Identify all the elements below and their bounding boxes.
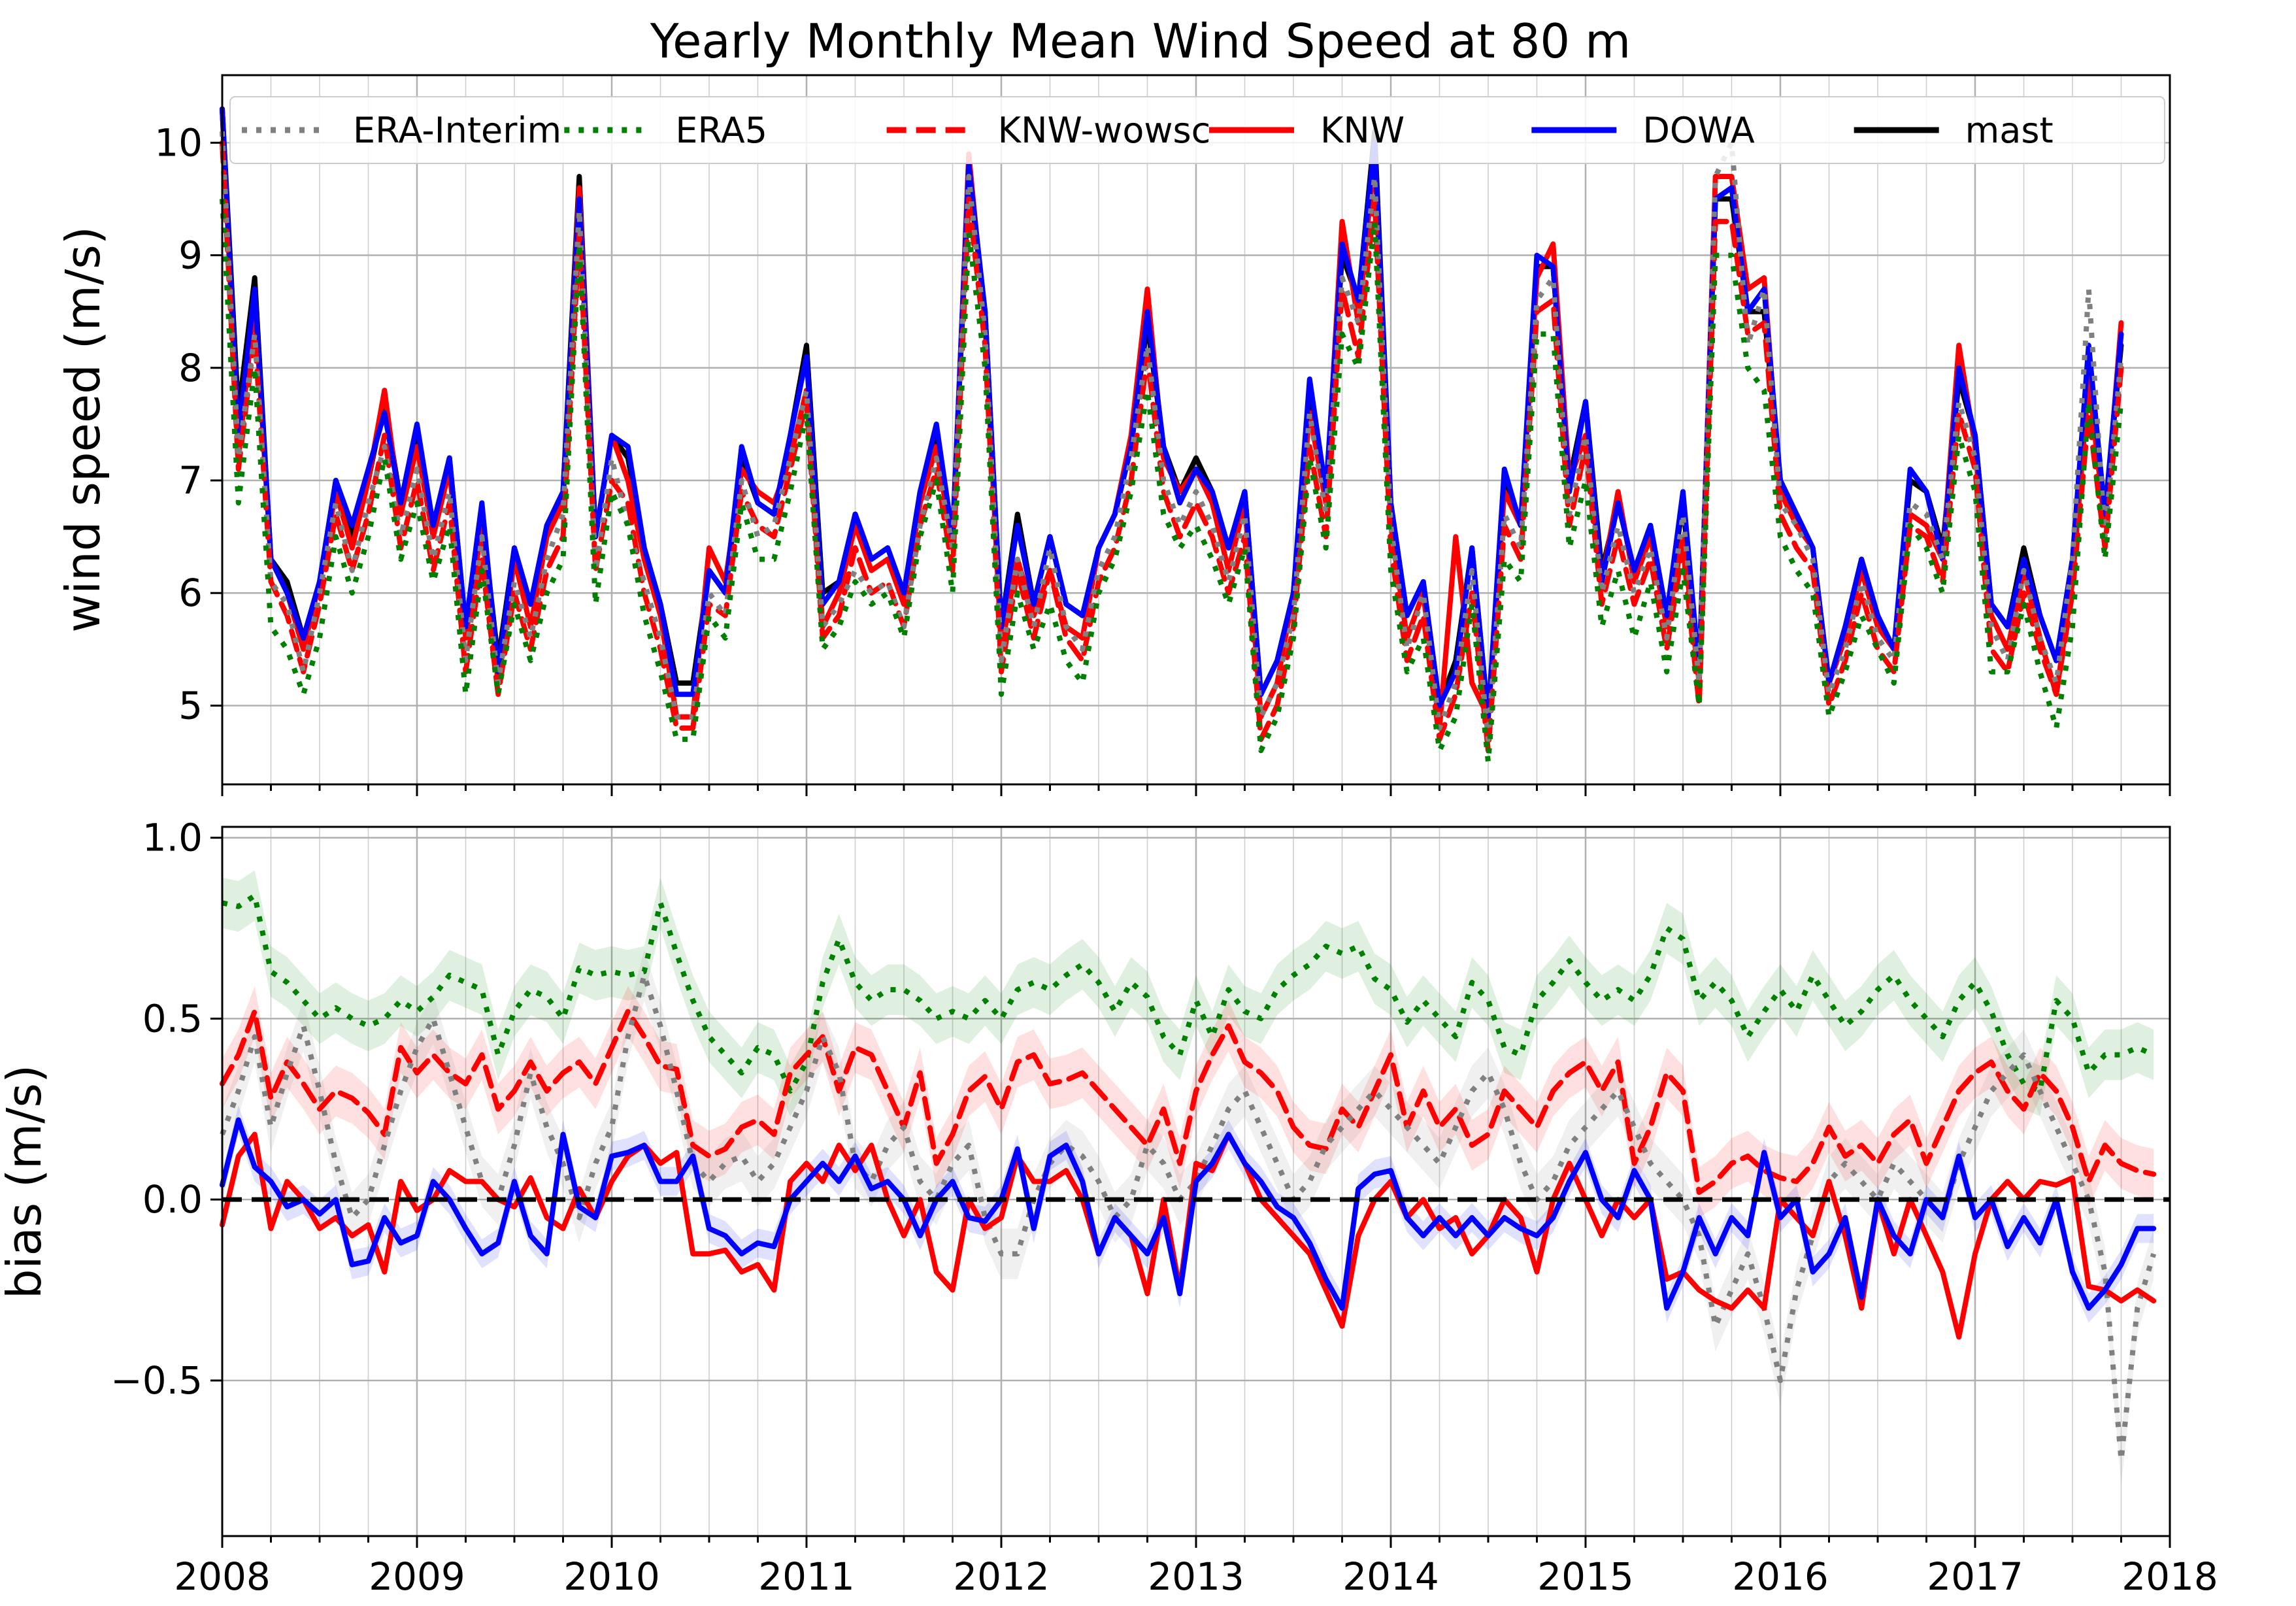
legend-label-mast: mast <box>1965 110 2054 151</box>
top-grid <box>221 75 2171 784</box>
y-tick-label: 6 <box>178 571 203 615</box>
bottom-panel: −0.5 0.0 0.5 1.0 2008 2009 2010 2011 2012 2013 201… <box>0 816 2218 1599</box>
legend-label-knw-wowsc: KNW-wowsc <box>998 110 1211 151</box>
y-tick-label: 7 <box>178 458 203 503</box>
legend: ERA-Interim ERA5 KNW-wowsc KNW DOWA mast <box>229 96 2165 164</box>
y-tick-label: 8 <box>178 346 203 390</box>
legend-label-knw: KNW <box>1320 110 1405 151</box>
x-tick-label: 2008 <box>174 1554 271 1599</box>
y-tick-label: −0.5 <box>110 1358 203 1403</box>
legend-box <box>229 96 2165 164</box>
y-tick-label: 9 <box>178 233 203 278</box>
legend-label-dowa: DOWA <box>1642 110 1755 151</box>
x-tick-label: 2012 <box>953 1554 1050 1599</box>
bottom-y-axis-label: bias (m/s) <box>0 1065 52 1299</box>
y-tick-label: 10 <box>154 120 203 165</box>
series-era-interim <box>220 131 2124 743</box>
x-tick-label: 2017 <box>1927 1554 2023 1599</box>
x-tick-label: 2018 <box>2121 1554 2218 1599</box>
x-tick-label: 2016 <box>1732 1554 1829 1599</box>
x-tick-label: 2013 <box>1148 1554 1244 1599</box>
y-tick-label: 0.0 <box>142 1177 203 1222</box>
top-series <box>220 106 2124 765</box>
bottom-series <box>220 893 2157 1463</box>
top-y-axis-label: wind speed (m/s) <box>56 226 110 633</box>
series-dowa <box>220 106 2124 720</box>
series-dowa <box>220 1117 2157 1311</box>
x-tick-label: 2010 <box>563 1554 660 1599</box>
bottom-ticks: −0.5 0.0 0.5 1.0 2008 2009 2010 2011 2012 2013 201… <box>110 816 2218 1599</box>
top-ticks: 5 6 7 8 9 10 <box>154 120 2171 796</box>
x-tick-label: 2009 <box>369 1554 465 1599</box>
y-tick-label: 5 <box>178 683 203 728</box>
x-tick-label: 2014 <box>1342 1554 1439 1599</box>
top-panel: 5 6 7 8 9 10 wind speed (m/s) ERA-Interim ERA5… <box>56 74 2171 796</box>
series-knw-wowsc <box>220 140 2124 754</box>
y-tick-label: 1.0 <box>142 816 203 860</box>
legend-label-era-interim: ERA-Interim <box>353 110 561 151</box>
legend-label-era5: ERA5 <box>675 110 767 151</box>
series-knw-wowsc <box>220 1009 2157 1196</box>
band-knw-wowsc <box>222 986 2154 1218</box>
y-tick-label: 0.5 <box>142 996 203 1041</box>
x-tick-label: 2011 <box>758 1554 855 1599</box>
chart-title: Yearly Monthly Mean Wind Speed at 80 m <box>650 14 1631 69</box>
x-tick-label: 2015 <box>1537 1554 1634 1599</box>
